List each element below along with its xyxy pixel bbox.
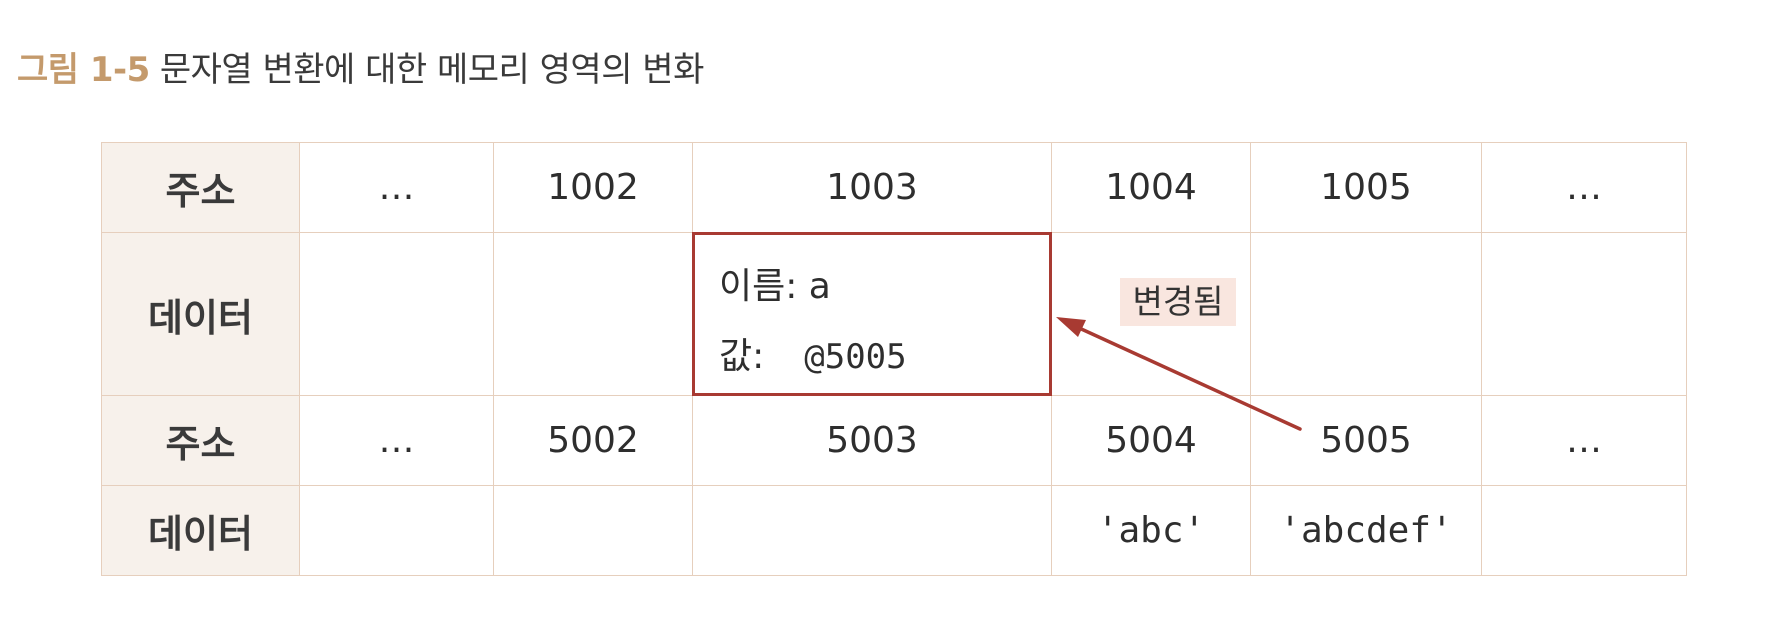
row-header-address: 주소 [101,142,300,233]
data-cell [299,485,494,576]
variable-value-label: 값: [719,336,765,377]
address-cell: 1003 [692,142,1052,233]
data-cell [1481,485,1687,576]
changed-badge: 변경됨 [1120,278,1236,326]
figure-title: 문자열 변환에 대한 메모리 영역의 변화 [159,50,705,90]
data-cell [692,485,1052,576]
variable-value: @5005 [804,337,907,377]
row-header-data: 데이터 [101,485,300,576]
data-cell [493,232,693,396]
memory-table: 주소 … 1002 1003 1004 1005 … 데이터 이름: a 값: @… [101,142,1687,576]
address-cell: 1005 [1250,142,1482,233]
address-row-bottom: 주소 … 5002 5003 5004 5005 … [101,395,1687,486]
data-cell [1481,232,1687,396]
data-cell-abc: 'abc' [1051,485,1251,576]
address-cell: 1002 [493,142,693,233]
figure-caption: 그림 1-5 문자열 변환에 대한 메모리 영역의 변화 [17,48,704,92]
address-cell: … [1481,395,1687,486]
data-row-bottom: 데이터 'abc' 'abcdef' [101,485,1687,576]
address-cell: 5003 [692,395,1052,486]
data-cell [493,485,693,576]
address-cell: 1004 [1051,142,1251,233]
address-cell: … [299,142,494,233]
variable-name: 이름: a [719,266,831,307]
address-cell: 5005 [1250,395,1482,486]
row-header-data: 데이터 [101,232,300,396]
address-row-top: 주소 … 1002 1003 1004 1005 … [101,142,1687,233]
data-cell [1250,232,1482,396]
variable-cell: 이름: a 값: @5005 [692,232,1052,396]
address-cell: 5004 [1051,395,1251,486]
data-row-top: 데이터 이름: a 값: @5005 [101,232,1687,396]
address-cell: … [299,395,494,486]
variable-highlight-box: 이름: a 값: @5005 [692,232,1052,396]
variable-value-line: 값: @5005 [719,327,907,379]
row-header-address: 주소 [101,395,300,486]
figure-number: 그림 1-5 [17,50,150,90]
data-cell-abcdef: 'abcdef' [1250,485,1482,576]
address-cell: 5002 [493,395,693,486]
data-cell [299,232,494,396]
address-cell: … [1481,142,1687,233]
